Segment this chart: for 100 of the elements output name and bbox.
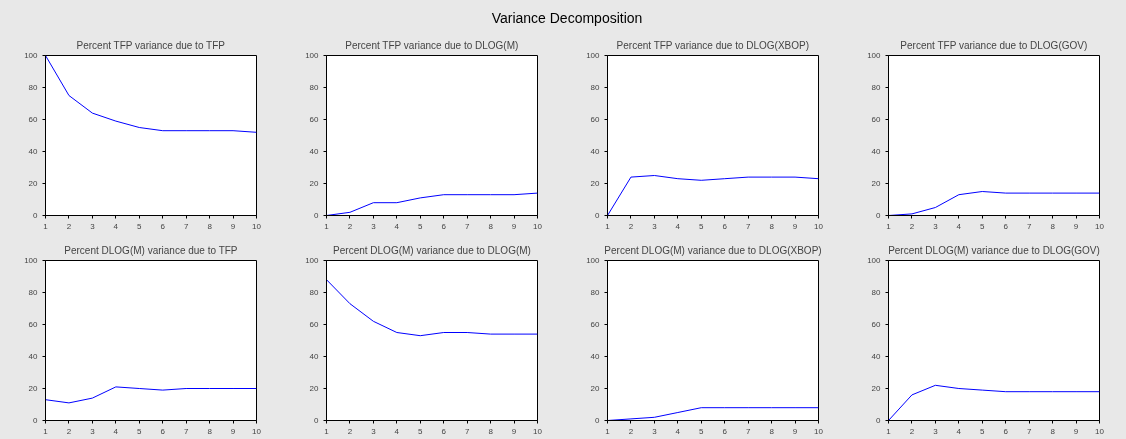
x-tick-label: 3: [90, 426, 96, 436]
chart-title: Percent DLOG(M) variance due to DLOG(XBOP): [604, 244, 822, 256]
x-tick-label: 5: [699, 426, 705, 436]
y-tick-label: 80: [309, 83, 320, 92]
x-tick-label: 9: [1073, 221, 1079, 231]
y-tick-label: 80: [28, 288, 39, 297]
y-tick-label: 20: [309, 384, 320, 393]
y-tick-label: 40: [871, 147, 882, 156]
x-tick-label: 9: [792, 426, 798, 436]
y-tick-label: 40: [590, 147, 601, 156]
x-tick-label: 5: [699, 221, 705, 231]
y-tick-label: 100: [305, 51, 320, 60]
x-tick-label: 1: [605, 221, 611, 231]
x-tick-label: 7: [745, 426, 751, 436]
x-tick-label: 6: [1003, 221, 1009, 231]
x-tick-label: 10: [252, 221, 262, 231]
x-tick-label: 4: [394, 221, 400, 231]
x-tick-label: 6: [160, 221, 166, 231]
x-tick-label: 8: [1050, 221, 1056, 231]
x-tick-label: 7: [464, 221, 470, 231]
y-tick-label: 60: [590, 115, 601, 124]
y-tick-label: 80: [871, 83, 882, 92]
chart-title: Percent DLOG(M) variance due to DLOG(M): [333, 244, 531, 256]
x-tick-label: 8: [207, 426, 213, 436]
x-tick-label: 3: [933, 221, 939, 231]
y-tick-label: 0: [595, 416, 601, 425]
x-tick-label: 9: [792, 221, 798, 231]
x-tick-label: 3: [933, 426, 939, 436]
x-tick-label: 2: [347, 426, 353, 436]
y-tick-label: 0: [33, 211, 39, 220]
y-tick-label: 0: [876, 211, 882, 220]
x-tick-label: 9: [511, 221, 517, 231]
x-tick-label: 8: [488, 221, 494, 231]
x-tick-label: 8: [769, 426, 775, 436]
x-tick-label: 5: [980, 221, 986, 231]
x-tick-label: 7: [464, 426, 470, 436]
x-tick-label: 10: [1095, 221, 1105, 231]
y-tick-label: 60: [871, 320, 882, 329]
x-tick-label: 7: [183, 221, 189, 231]
x-tick-label: 7: [745, 221, 751, 231]
x-tick-label: 1: [886, 221, 892, 231]
y-tick-label: 20: [871, 384, 882, 393]
y-tick-label: 40: [28, 352, 39, 361]
x-tick-label: 2: [66, 221, 72, 231]
y-tick-label: 100: [586, 51, 601, 60]
x-tick-label: 9: [230, 426, 236, 436]
x-tick-label: 8: [1050, 426, 1056, 436]
y-tick-label: 100: [586, 256, 601, 265]
x-tick-label: 7: [1026, 221, 1032, 231]
x-tick-label: 4: [675, 221, 681, 231]
x-tick-label: 6: [441, 221, 447, 231]
x-tick-label: 1: [605, 426, 611, 436]
chart-title: Percent TFP variance due to TFP: [76, 39, 226, 51]
x-tick-label: 1: [886, 426, 892, 436]
x-tick-label: 1: [43, 426, 49, 436]
y-tick-label: 0: [33, 416, 39, 425]
y-tick-label: 0: [314, 211, 320, 220]
y-tick-label: 60: [309, 320, 320, 329]
y-tick-label: 80: [590, 83, 601, 92]
x-tick-label: 3: [90, 221, 96, 231]
x-tick-label: 2: [909, 426, 915, 436]
x-tick-label: 6: [160, 426, 166, 436]
x-tick-label: 2: [347, 221, 353, 231]
text: Variance Decomposition: [491, 9, 643, 28]
x-tick-label: 10: [252, 426, 262, 436]
y-tick-label: 100: [867, 256, 882, 265]
y-tick-label: 0: [314, 416, 320, 425]
y-tick-label: 80: [590, 288, 601, 297]
y-tick-label: 80: [309, 288, 320, 297]
y-tick-label: 60: [871, 115, 882, 124]
x-tick-label: 5: [137, 221, 143, 231]
y-tick-label: 20: [28, 384, 39, 393]
y-tick-label: 40: [590, 352, 601, 361]
y-tick-label: 40: [28, 147, 39, 156]
x-tick-label: 10: [814, 221, 824, 231]
x-tick-label: 9: [511, 426, 517, 436]
y-tick-label: 100: [24, 256, 39, 265]
y-tick-label: 60: [590, 320, 601, 329]
x-tick-label: 2: [909, 221, 915, 231]
x-tick-label: 1: [324, 221, 330, 231]
x-tick-label: 2: [628, 221, 634, 231]
x-tick-label: 6: [722, 426, 728, 436]
x-tick-label: 6: [1003, 426, 1009, 436]
x-tick-label: 1: [43, 221, 49, 231]
x-tick-label: 7: [183, 426, 189, 436]
y-tick-label: 40: [309, 147, 320, 156]
x-tick-label: 1: [324, 426, 330, 436]
y-tick-label: 100: [305, 256, 320, 265]
x-tick-label: 3: [371, 426, 377, 436]
x-tick-label: 3: [652, 221, 658, 231]
x-tick-label: 3: [652, 426, 658, 436]
y-tick-label: 0: [876, 416, 882, 425]
x-tick-label: 2: [628, 426, 634, 436]
y-tick-label: 100: [24, 51, 39, 60]
y-tick-label: 20: [28, 179, 39, 188]
y-tick-label: 20: [871, 179, 882, 188]
x-tick-label: 7: [1026, 426, 1032, 436]
y-tick-label: 40: [871, 352, 882, 361]
x-tick-label: 4: [394, 426, 400, 436]
x-tick-label: 6: [441, 426, 447, 436]
